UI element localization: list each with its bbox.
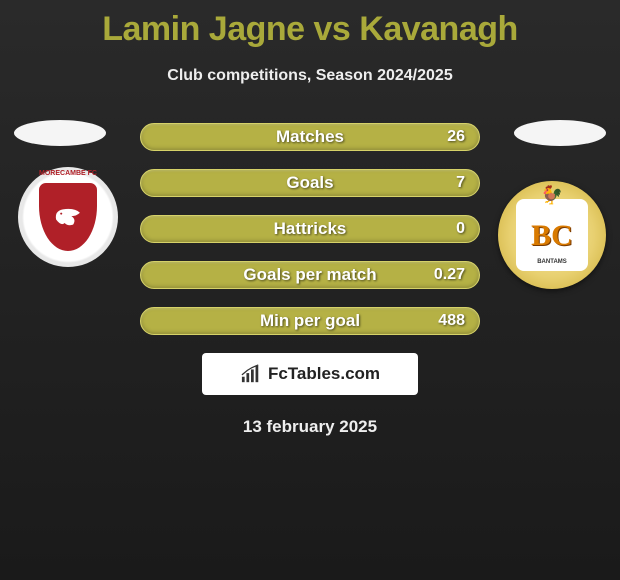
crest-right-banner: BANTAMS	[537, 259, 567, 265]
shrimp-icon	[51, 202, 85, 232]
stat-value: 26	[447, 128, 465, 146]
crest-right-inner: 🐓 BC BANTAMS	[516, 199, 588, 271]
stat-value: 7	[456, 174, 465, 192]
stat-bar-hattricks: Hattricks 0	[140, 215, 480, 243]
stat-value: 0	[456, 220, 465, 238]
page-title: Lamin Jagne vs Kavanagh	[0, 0, 620, 49]
crest-right-text: BC	[531, 222, 573, 249]
stat-bar-gpm: Goals per match 0.27	[140, 261, 480, 289]
rooster-icon: 🐓	[541, 185, 563, 206]
comparison-area: MORECAMBE FC 🐓 BC BANTAMS Matches 26 Goa…	[0, 123, 620, 335]
right-ellipse	[514, 120, 606, 146]
stat-label: Hattricks	[274, 219, 347, 239]
chart-icon	[240, 364, 262, 384]
subtitle: Club competitions, Season 2024/2025	[0, 67, 620, 85]
stat-bars: Matches 26 Goals 7 Hattricks 0 Goals per…	[140, 123, 480, 335]
left-ellipse	[14, 120, 106, 146]
stat-label: Goals per match	[243, 265, 376, 285]
crest-right: 🐓 BC BANTAMS	[498, 181, 606, 289]
crest-left-shield	[36, 180, 100, 254]
fctables-logo[interactable]: FcTables.com	[202, 353, 418, 395]
crest-left: MORECAMBE FC	[18, 167, 118, 267]
crest-left-ring: MORECAMBE FC	[39, 170, 97, 177]
stat-value: 0.27	[434, 266, 465, 284]
date-text: 13 february 2025	[0, 417, 620, 437]
stat-bar-goals: Goals 7	[140, 169, 480, 197]
stat-bar-matches: Matches 26	[140, 123, 480, 151]
stat-label: Min per goal	[260, 311, 360, 331]
logo-text: FcTables.com	[268, 364, 380, 384]
stat-bar-mpg: Min per goal 488	[140, 307, 480, 335]
stat-label: Matches	[276, 127, 344, 147]
stat-value: 488	[438, 312, 465, 330]
stat-label: Goals	[286, 173, 333, 193]
